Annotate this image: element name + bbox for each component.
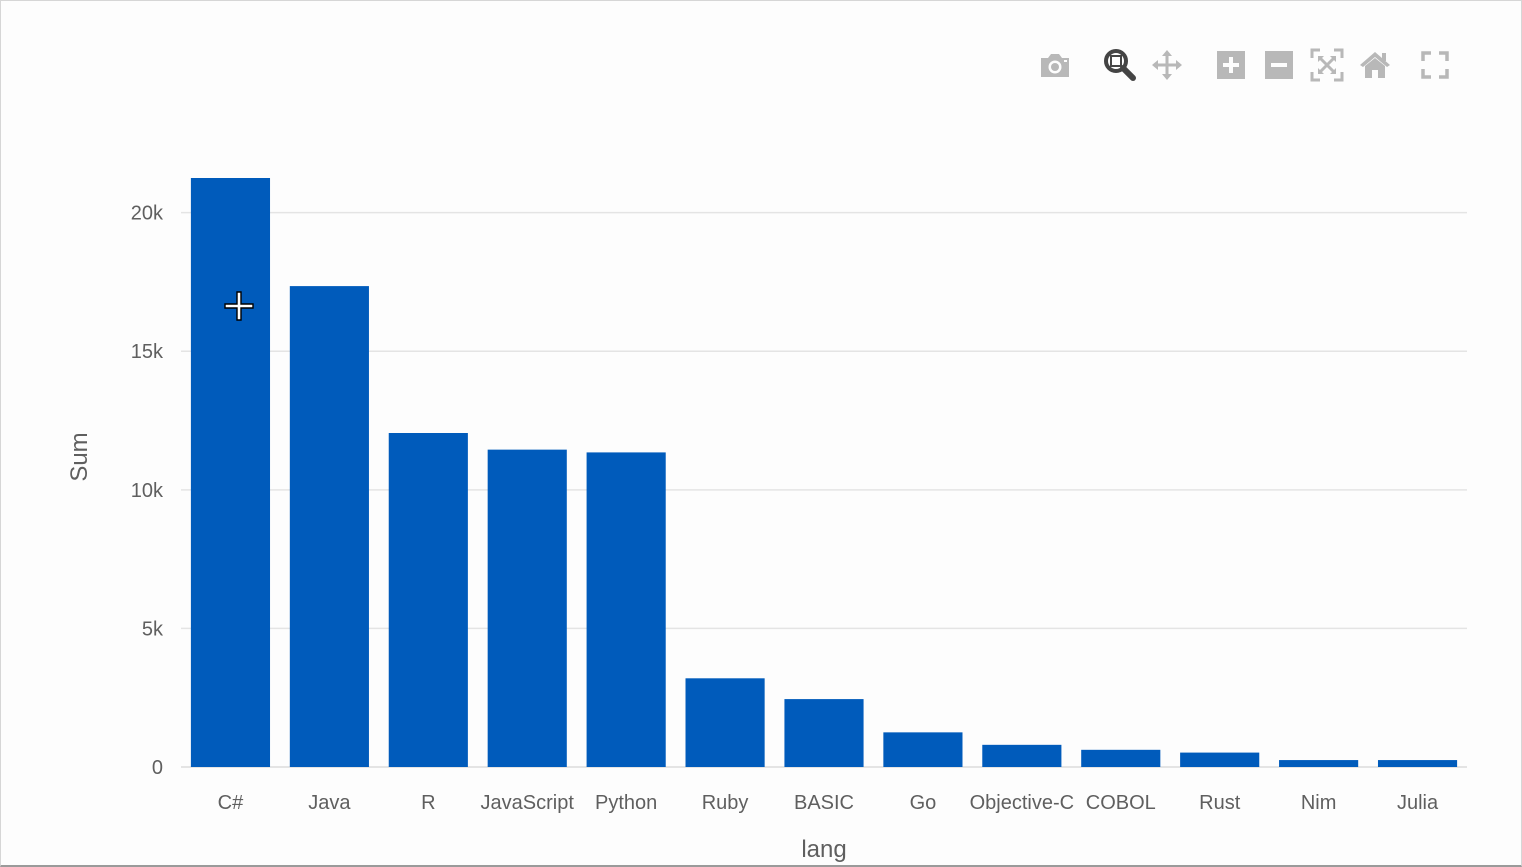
x-tick-label: Objective-C bbox=[970, 792, 1074, 814]
y-tick-label: 0 bbox=[152, 757, 163, 779]
x-tick-labels: C# Java R JavaScript Python Ruby BASIC Go Object… bbox=[218, 792, 1439, 814]
y-tick-label: 10k bbox=[131, 480, 164, 502]
x-tick-label: Nim bbox=[1301, 792, 1337, 814]
x-tick-label: R bbox=[421, 792, 435, 814]
y-tick-labels: 0 5k 10k 15k 20k bbox=[131, 203, 164, 779]
x-tick-label: Julia bbox=[1397, 792, 1439, 814]
x-axis-title: lang bbox=[801, 836, 846, 863]
bars bbox=[190, 178, 1458, 767]
x-tick-label: C# bbox=[218, 792, 244, 814]
zoom-out-icon[interactable] bbox=[1259, 45, 1299, 85]
autoscale-icon[interactable] bbox=[1307, 45, 1347, 85]
bar-ruby[interactable] bbox=[685, 678, 765, 767]
bar-java[interactable] bbox=[289, 286, 369, 767]
x-tick-label: Rust bbox=[1199, 792, 1241, 814]
bar-javascript[interactable] bbox=[487, 449, 567, 767]
zoom-icon[interactable] bbox=[1099, 45, 1139, 85]
zoom-in-icon[interactable] bbox=[1211, 45, 1251, 85]
bar-r[interactable] bbox=[388, 433, 468, 767]
fullscreen-icon[interactable] bbox=[1415, 45, 1455, 85]
x-tick-label: Python bbox=[595, 792, 657, 814]
x-tick-label: JavaScript bbox=[481, 792, 575, 814]
x-tick-label: COBOL bbox=[1086, 792, 1156, 814]
bar-cobol[interactable] bbox=[1081, 749, 1161, 767]
bar-go[interactable] bbox=[883, 732, 963, 767]
y-tick-label: 15k bbox=[131, 341, 164, 363]
x-tick-label: BASIC bbox=[794, 792, 854, 814]
camera-icon[interactable] bbox=[1035, 45, 1075, 85]
x-tick-label: Ruby bbox=[702, 792, 749, 814]
bar-rust[interactable] bbox=[1180, 752, 1260, 767]
pan-icon[interactable] bbox=[1147, 45, 1187, 85]
x-tick-label: Go bbox=[910, 792, 937, 814]
y-tick-label: 20k bbox=[131, 203, 164, 225]
bar-c-[interactable] bbox=[190, 178, 271, 767]
bar-basic[interactable] bbox=[784, 699, 864, 767]
bar-objective-c[interactable] bbox=[982, 744, 1062, 767]
bar-julia[interactable] bbox=[1377, 760, 1458, 767]
crosshair-cursor bbox=[224, 291, 254, 321]
home-icon[interactable] bbox=[1355, 45, 1395, 85]
modebar bbox=[1031, 45, 1461, 85]
bar-nim[interactable] bbox=[1279, 760, 1359, 767]
gridlines bbox=[181, 211, 1467, 768]
x-tick-label: Java bbox=[308, 792, 351, 814]
y-tick-label: 5k bbox=[142, 618, 164, 640]
y-axis-title: Sum bbox=[66, 432, 93, 481]
bar-python[interactable] bbox=[586, 452, 666, 767]
